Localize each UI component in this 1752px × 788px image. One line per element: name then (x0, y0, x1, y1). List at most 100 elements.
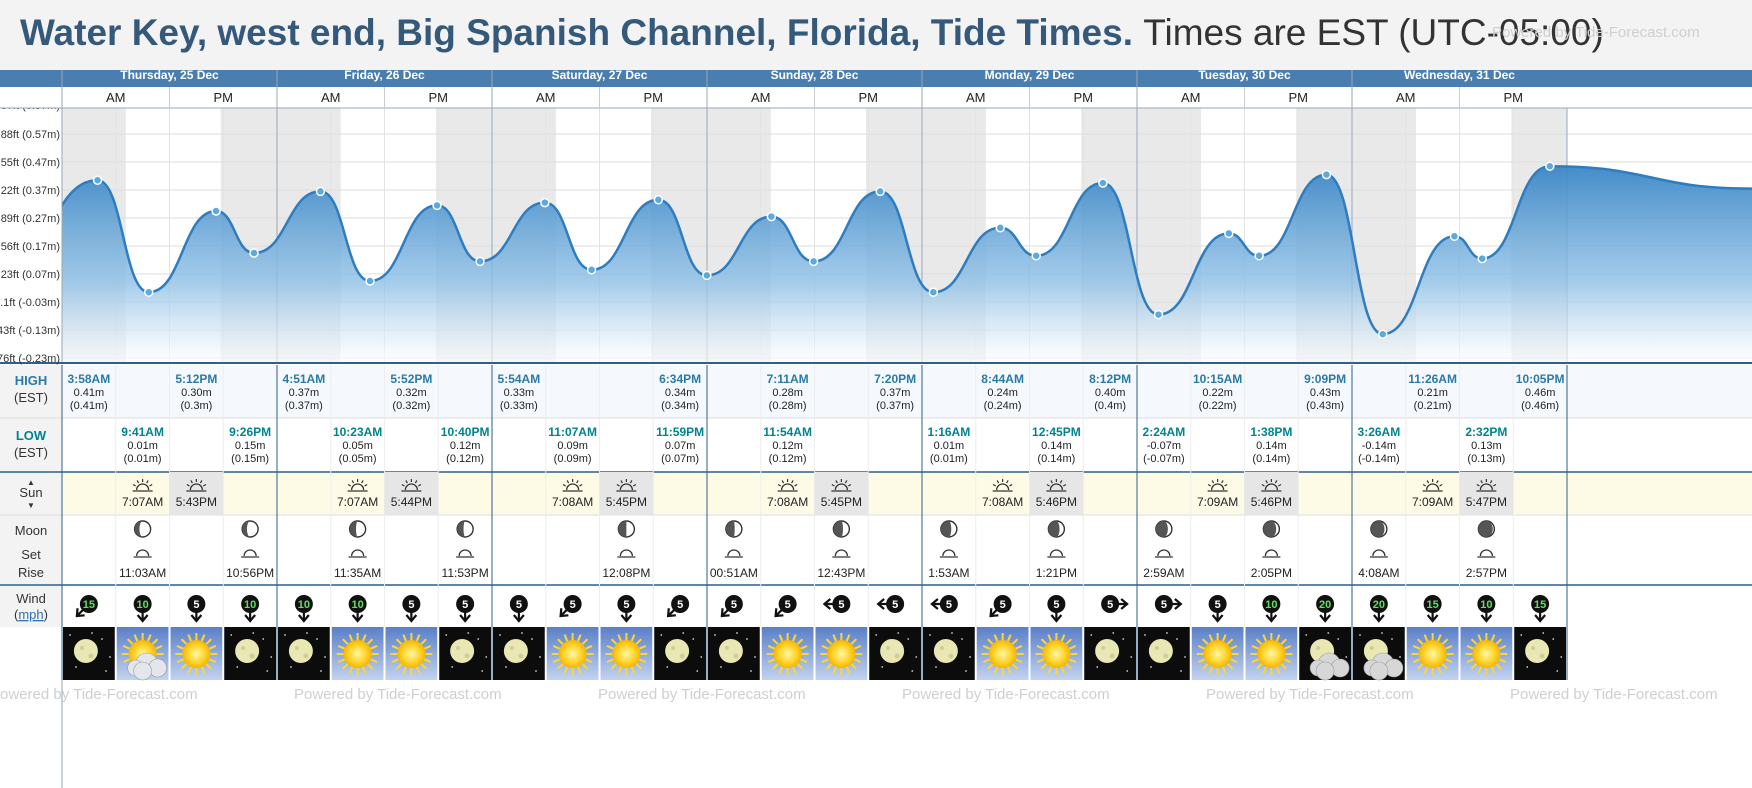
sun-disc (1257, 640, 1286, 668)
tide-point-high[interactable] (1224, 228, 1234, 239)
sun-ray (395, 663, 403, 670)
star (320, 670, 322, 672)
tide-point-low[interactable] (1378, 329, 1388, 339)
star (1391, 638, 1393, 640)
tide-point-high[interactable] (875, 186, 885, 197)
star (1144, 634, 1146, 636)
tide-point-high[interactable] (995, 223, 1005, 233)
tide-point-high[interactable] (540, 197, 550, 208)
wind-badge (778, 595, 797, 613)
tide-point-low[interactable] (1477, 253, 1487, 264)
moon-shadow (1263, 521, 1277, 537)
sun-ray (1009, 483, 1013, 487)
day-label: Tuesday, 30 Dec (1198, 70, 1291, 82)
tide-time: 7:20PM (874, 372, 916, 386)
tide-height-alt: (0.32m) (392, 400, 430, 412)
sun-ray (629, 480, 633, 484)
sun-ray (1251, 645, 1259, 650)
mph-link[interactable]: mph (18, 607, 43, 622)
tide-point-high[interactable] (211, 206, 221, 216)
cloud-puff (1315, 661, 1335, 681)
sun-disc (773, 640, 802, 668)
sun-ray (1422, 483, 1426, 487)
sun-ray (1489, 480, 1493, 484)
sun-ray (1498, 658, 1507, 663)
tide-point-low[interactable] (365, 276, 375, 286)
tide-point-high[interactable] (1321, 169, 1332, 180)
sun-ray (1466, 645, 1474, 650)
tide-height: 0.13m (1471, 440, 1502, 452)
sun-ray (1208, 666, 1214, 674)
tide-height-alt: (0.24m) (984, 400, 1022, 412)
sun-disc (397, 640, 426, 668)
sunset-time: 5:45PM (606, 495, 647, 509)
wind-speed: 10 (298, 599, 310, 611)
sun-ray (370, 645, 378, 650)
pm-label: PM (214, 90, 234, 105)
tide-time: 9:26PM (229, 425, 271, 439)
tide-point-low[interactable] (586, 265, 597, 275)
moon-arc (350, 549, 365, 557)
moon-crater (1109, 653, 1115, 659)
star (505, 666, 507, 668)
sun-ray (420, 638, 427, 645)
tide-height-alt: (0.33m) (500, 400, 538, 412)
moon-shadow (725, 521, 735, 537)
star (316, 638, 318, 640)
sun-ray (581, 638, 589, 645)
sun-ray (1417, 663, 1424, 670)
tide-point-low[interactable] (928, 287, 939, 297)
sun-ray (610, 663, 618, 670)
wind-arrowhead (559, 608, 569, 618)
wind-badge (509, 595, 528, 613)
star (284, 634, 286, 636)
sun-ray (577, 666, 582, 674)
star (445, 634, 448, 636)
sun-ray (414, 480, 418, 484)
wind-speed: 5 (677, 599, 683, 611)
tide-point-high[interactable] (653, 195, 664, 205)
wind-arrowhead (1534, 614, 1546, 623)
sun-arc (780, 483, 795, 491)
tide-point-low[interactable] (475, 256, 485, 267)
tide-point-low[interactable] (1153, 309, 1164, 320)
watermark-text: Powered by Tide-Forecast.com (1206, 686, 1414, 703)
cloud-icon (1363, 652, 1404, 681)
sunset-icon (1046, 479, 1067, 492)
sun-ray (1011, 663, 1019, 670)
tide-point-high[interactable] (1098, 178, 1108, 188)
tide-point-low[interactable] (1031, 251, 1041, 261)
tide-point-low[interactable] (1254, 251, 1264, 261)
am-label: AM (321, 90, 341, 105)
tide-point-low[interactable] (249, 248, 259, 258)
sunrise-time: 7:08AM (982, 495, 1023, 509)
moon-shadow (618, 521, 627, 537)
tide-height: 0.14m (1256, 440, 1287, 452)
star (105, 670, 107, 672)
sun-ray (982, 645, 991, 650)
star (736, 632, 738, 634)
sun-arc (995, 483, 1010, 491)
sun-ray (136, 480, 140, 484)
tide-point-high[interactable] (432, 200, 442, 211)
star (750, 670, 752, 672)
moon-arc (942, 549, 956, 557)
tide-point-low[interactable] (808, 256, 819, 267)
moon-crater (88, 653, 94, 659)
moonset-icon (724, 549, 743, 558)
tide-point-low[interactable] (143, 287, 154, 297)
sun-ray (180, 663, 188, 670)
sun-ray (620, 480, 623, 484)
wind-arrowhead (1319, 614, 1331, 623)
moon-arc (243, 549, 257, 557)
moon-icon (235, 639, 260, 663)
sun-ray (1283, 645, 1292, 650)
tide-point-low[interactable] (702, 270, 712, 281)
tide-point-high[interactable] (1545, 161, 1555, 171)
star (75, 666, 77, 668)
tide-point-high[interactable] (1449, 231, 1460, 241)
tide-point-high[interactable] (766, 211, 777, 222)
ampm-bar (0, 87, 1752, 108)
tide-point-high[interactable] (315, 186, 326, 197)
tide-point-high[interactable] (92, 175, 103, 185)
